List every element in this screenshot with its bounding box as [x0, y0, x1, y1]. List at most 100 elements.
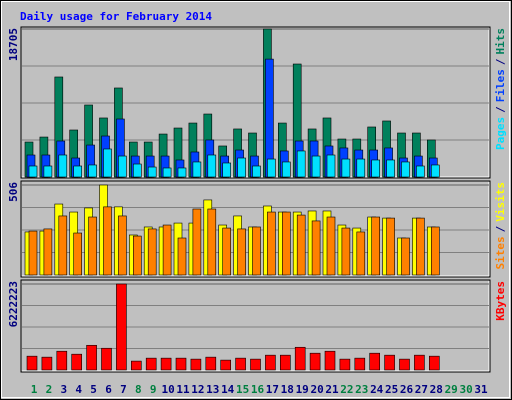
x-tick-label: 31 — [474, 383, 488, 396]
legend-separator: / — [494, 106, 507, 113]
x-tick-label: 10 — [161, 383, 174, 396]
panel — [20, 279, 491, 373]
chart-title: Daily usage for February 2014 — [20, 10, 212, 23]
bar — [281, 211, 291, 276]
bar — [133, 235, 142, 276]
bar — [190, 358, 202, 371]
bar — [162, 224, 172, 276]
bar — [235, 357, 246, 371]
x-tick-label: 17 — [266, 383, 279, 396]
bar — [103, 148, 112, 178]
bar — [207, 208, 217, 276]
bar — [296, 214, 306, 276]
x-tick-label: 16 — [251, 383, 265, 396]
x-tick-label: 19 — [296, 383, 309, 396]
bar — [58, 154, 68, 178]
bar — [311, 155, 321, 178]
legend-entry: KBytes — [494, 281, 507, 321]
y-tick-label: 506 — [7, 182, 20, 202]
bar — [279, 354, 291, 371]
bar — [133, 163, 142, 178]
bar — [101, 347, 112, 371]
x-tick-label: 28 — [430, 383, 443, 396]
legend: KBytes — [494, 281, 507, 321]
x-tick-label: 24 — [370, 383, 384, 396]
bar — [339, 358, 351, 371]
x-tick-label: 4 — [75, 383, 82, 396]
x-tick-label: 20 — [310, 383, 323, 396]
x-tick-label: 14 — [221, 383, 235, 396]
x-tick-label: 8 — [135, 383, 142, 396]
bar — [175, 357, 187, 371]
bar — [356, 231, 366, 276]
x-tick-label: 3 — [60, 383, 67, 396]
bar — [222, 227, 231, 276]
bar — [71, 353, 82, 371]
bar — [205, 356, 217, 371]
x-tick-label: 2 — [46, 383, 53, 396]
bar — [88, 164, 97, 178]
y-tick-label: 18705 — [7, 28, 20, 61]
bar — [296, 150, 306, 178]
bar — [160, 357, 172, 371]
x-tick-label: 1 — [31, 383, 38, 396]
x-tick-label: 11 — [176, 383, 190, 396]
bar — [252, 226, 261, 276]
bar — [58, 215, 68, 276]
bar — [88, 216, 97, 276]
bar — [192, 208, 202, 276]
bar — [309, 352, 321, 371]
x-tick-label: 15 — [236, 383, 249, 396]
bar — [28, 230, 38, 276]
x-tick-label: 26 — [400, 383, 414, 396]
x-tick-label: 25 — [385, 383, 398, 396]
bar — [237, 228, 246, 276]
bar — [384, 354, 395, 371]
bar — [354, 357, 366, 371]
bar — [41, 356, 53, 371]
x-tick-label: 5 — [90, 383, 97, 396]
bar — [267, 158, 276, 178]
legend-entry: Files — [494, 69, 507, 102]
bar — [147, 228, 157, 276]
bar — [371, 159, 381, 178]
bar — [26, 355, 38, 371]
bar — [326, 216, 336, 276]
bar — [56, 350, 68, 371]
bar — [145, 357, 157, 371]
bar — [73, 165, 82, 178]
bar — [192, 161, 202, 178]
x-tick-label: 12 — [191, 383, 204, 396]
bar — [177, 167, 187, 178]
y-tick-label: 6222223 — [7, 281, 20, 327]
bar — [386, 217, 395, 276]
bar — [416, 217, 425, 276]
bar — [428, 355, 440, 371]
bar — [252, 165, 261, 178]
bar — [414, 354, 425, 371]
legend-entry: Visits — [494, 182, 507, 222]
bar — [369, 352, 381, 371]
bar — [267, 211, 276, 276]
bar — [86, 344, 97, 371]
bar — [341, 227, 351, 276]
bar — [265, 354, 276, 371]
bar — [147, 166, 157, 178]
bar — [43, 165, 53, 178]
legend: Sites / Visits — [494, 182, 507, 270]
bar — [430, 164, 440, 178]
x-tick-label: 13 — [206, 383, 219, 396]
bar — [401, 161, 410, 178]
bar — [250, 358, 261, 371]
bar — [401, 237, 410, 276]
bar — [220, 359, 231, 371]
bar — [207, 154, 217, 178]
x-tick-label: 23 — [355, 383, 368, 396]
bar — [311, 220, 321, 276]
bar — [430, 226, 440, 276]
bar — [28, 165, 38, 178]
bar — [116, 283, 127, 371]
bar — [326, 154, 336, 178]
legend-separator: / — [494, 225, 507, 232]
